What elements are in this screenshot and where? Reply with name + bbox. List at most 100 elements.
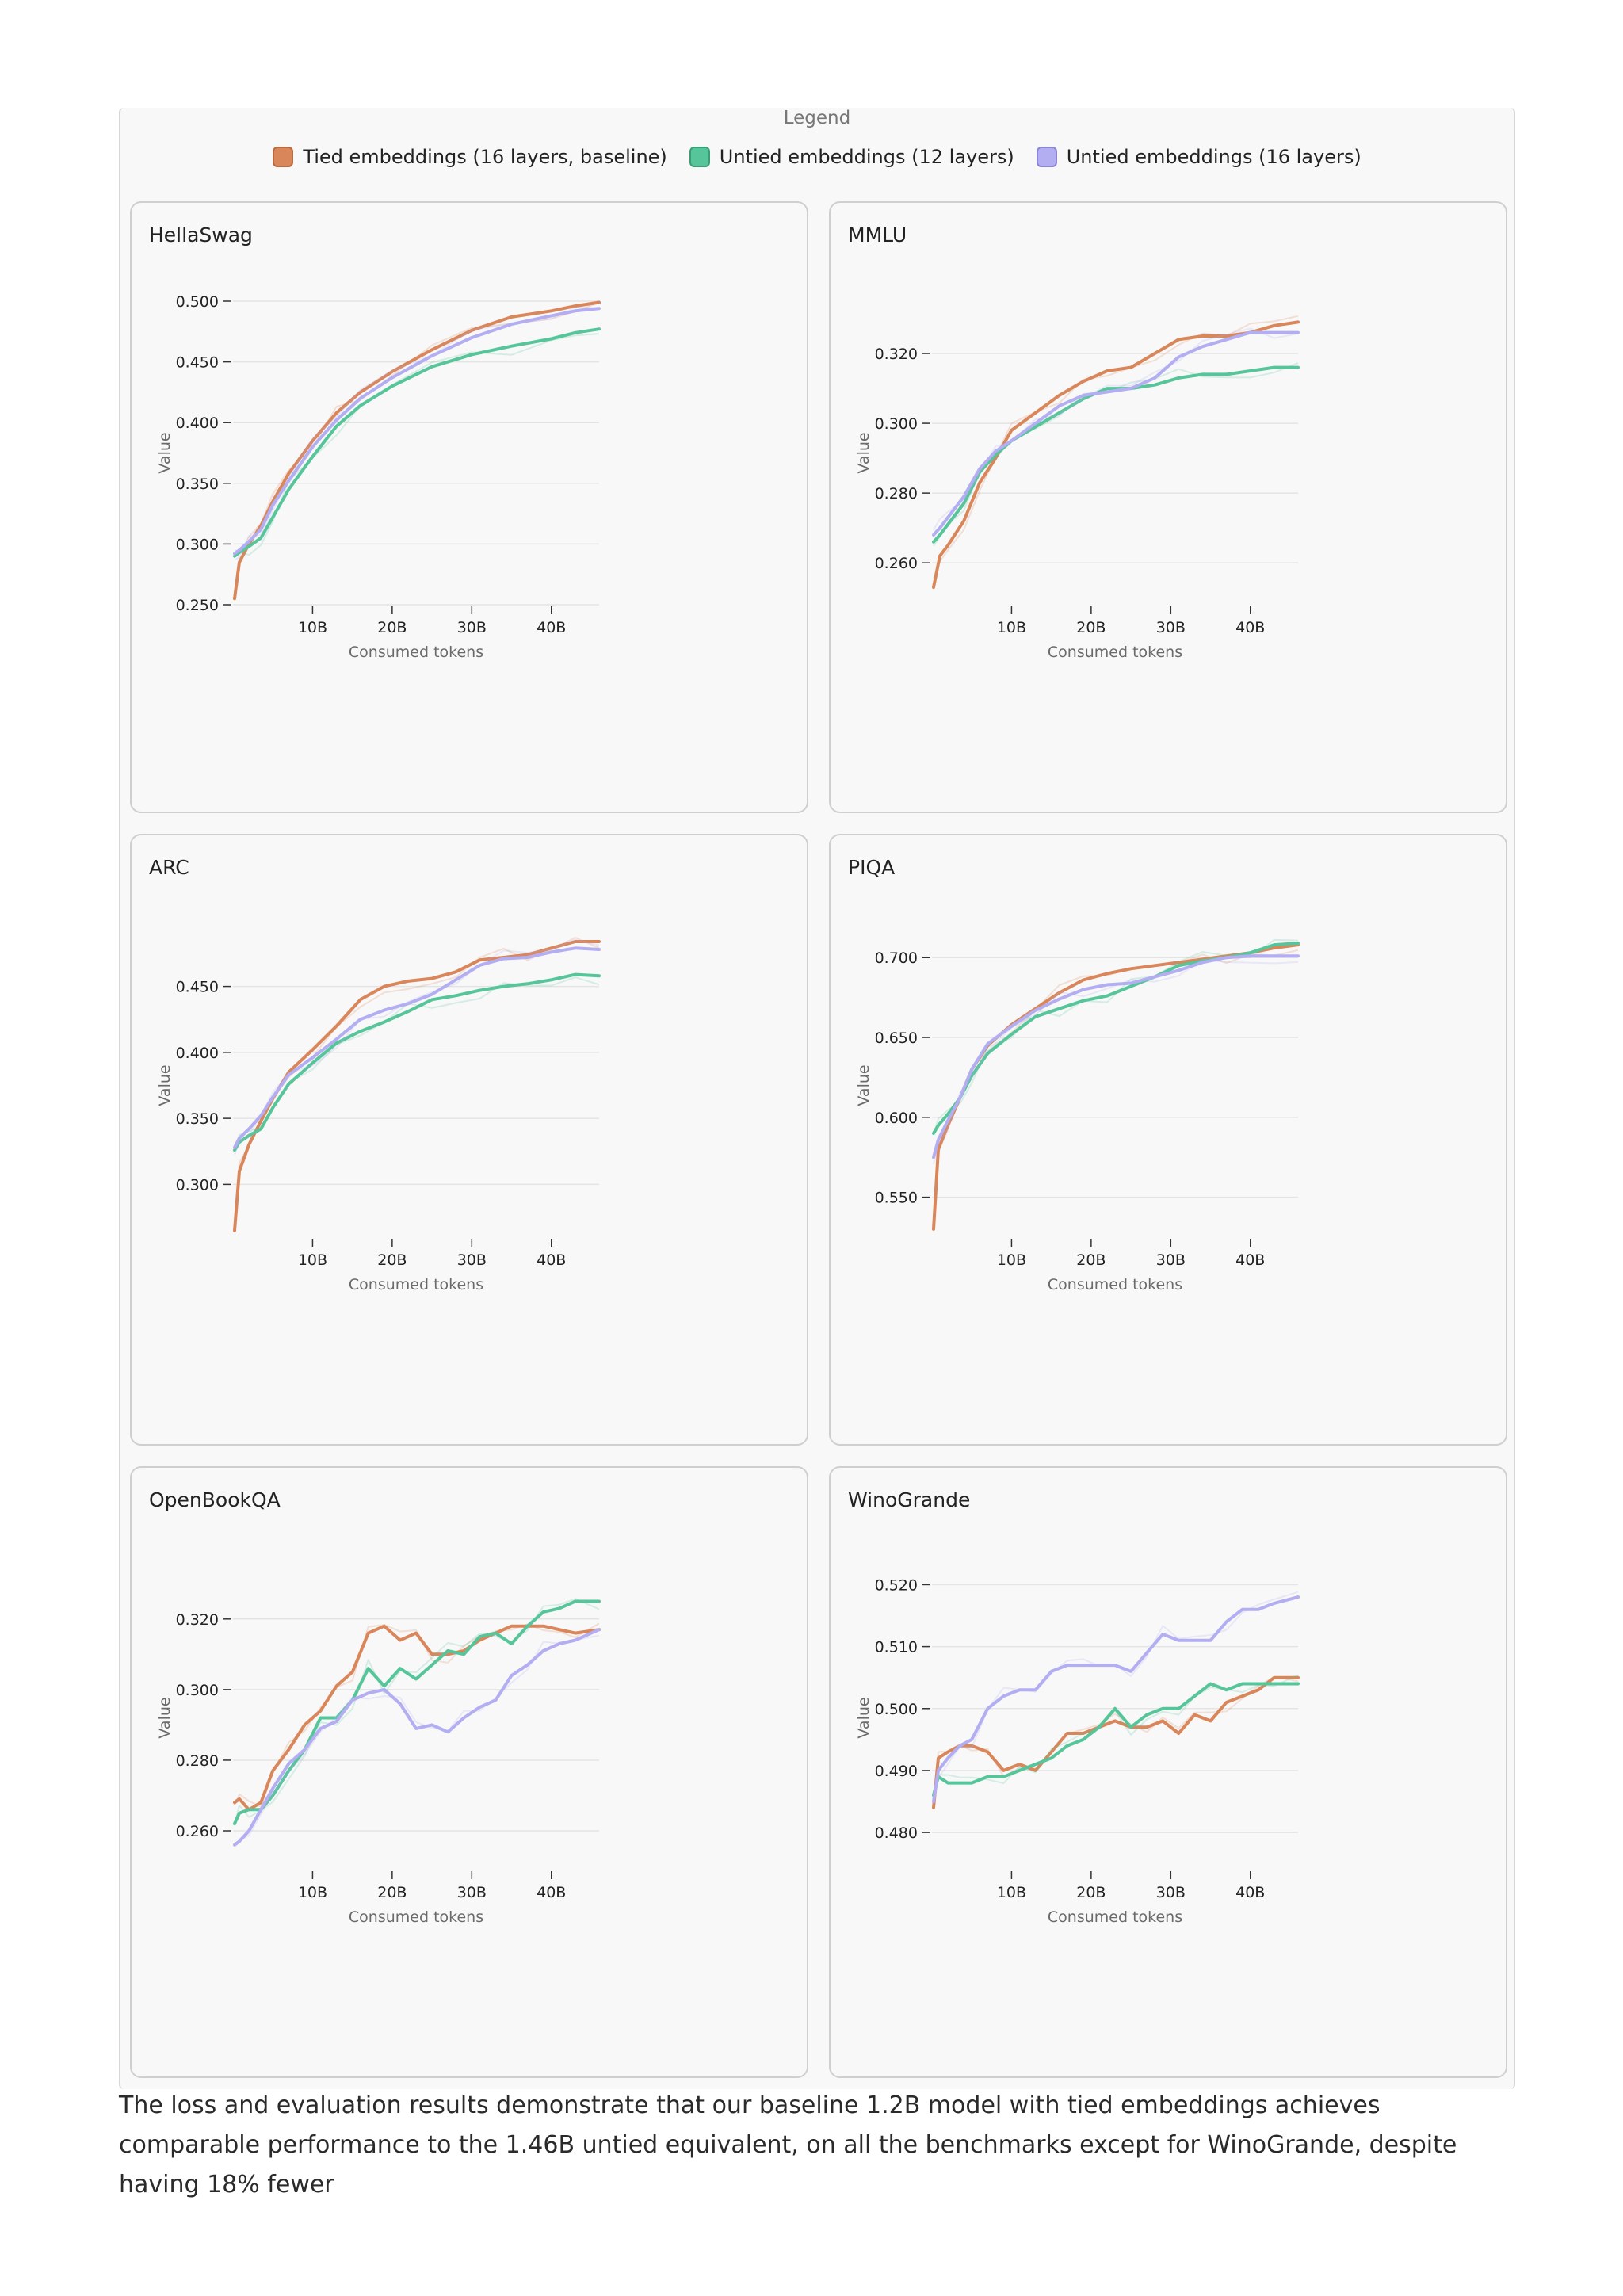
x-tick-label: 40B: [1235, 1884, 1265, 1901]
series-line: [233, 946, 601, 1149]
y-tick-label: 0.650: [875, 1030, 918, 1047]
x-tick-label: 30B: [457, 1884, 487, 1901]
legend-label: Untied embeddings (16 layers): [1066, 146, 1361, 168]
x-tick-label: 40B: [537, 1884, 566, 1901]
x-tick-label: 20B: [377, 1884, 407, 1901]
legend-label: Tied embeddings (16 layers, baseline): [303, 146, 667, 168]
x-axis-label: Consumed tokens: [1048, 644, 1182, 661]
series-line: [932, 365, 1300, 544]
panel-mmlu: MMLU 0.260 0.280 0.300 0.320 10B 20B 30B 40B Con…: [829, 201, 1507, 813]
y-tick-label: 0.500: [875, 1701, 918, 1718]
y-axis-label: Value: [156, 1697, 174, 1738]
x-tick-label: 10B: [298, 619, 327, 636]
y-tick-label: 0.700: [875, 949, 918, 967]
series-line: [233, 300, 601, 601]
series-raw-line: [234, 938, 600, 1156]
y-tick-label: 0.510: [875, 1639, 918, 1656]
series-raw-line: [933, 315, 1299, 579]
legend-swatch: [273, 147, 294, 167]
y-tick-label: 0.400: [176, 415, 219, 432]
series-raw-line: [933, 1675, 1299, 1808]
x-tick-label: 30B: [457, 619, 487, 636]
y-tick-label: 0.450: [176, 354, 219, 372]
panel-openbookqa: OpenBookQA 0.260 0.280 0.300 0.320 10B 20B 30B…: [130, 1466, 808, 2078]
series-raw-line: [234, 1634, 600, 1844]
figure-container: Legend Tied embeddings (16 layers, basel…: [119, 108, 1515, 2089]
series-line: [233, 972, 601, 1152]
x-axis-label: Consumed tokens: [349, 1908, 483, 1926]
y-axis-label: Value: [156, 432, 174, 473]
legend-item-tied-16[interactable]: Tied embeddings (16 layers, baseline): [273, 146, 667, 168]
chart-winogrande: 0.480 0.490 0.500 0.510 0.520 10B 20B 30B 40B Con…: [855, 1576, 1300, 1926]
series-line: [932, 943, 1300, 1231]
x-tick-label: 30B: [1156, 1884, 1186, 1901]
y-axis-label: Value: [855, 1697, 873, 1738]
series-line: [233, 327, 601, 558]
series-line: [233, 307, 601, 556]
chart-piqa: 0.550 0.600 0.650 0.700 10B 20B 30B 40B Consumed…: [855, 938, 1300, 1293]
chart-openbookqa: 0.260 0.280 0.300 0.320 10B 20B 30B 40B Consumed…: [156, 1598, 601, 1926]
y-tick-label: 0.520: [875, 1576, 918, 1594]
x-axis-label: Consumed tokens: [349, 1276, 483, 1293]
y-tick-label: 0.550: [875, 1190, 918, 1207]
x-tick-label: 10B: [997, 1251, 1026, 1269]
x-tick-label: 30B: [1156, 619, 1186, 636]
x-tick-label: 10B: [298, 1251, 327, 1269]
legend-swatch: [689, 147, 710, 167]
panel-title: OpenBookQA: [149, 1488, 281, 1511]
series-line: [233, 940, 601, 1232]
x-tick-label: 40B: [537, 619, 566, 636]
x-tick-label: 10B: [997, 619, 1026, 636]
series-line: [932, 1675, 1300, 1809]
y-tick-label: 0.320: [176, 1611, 219, 1629]
series-line: [932, 1595, 1300, 1803]
caption-text: The loss and evaluation results demonstr…: [119, 2092, 1457, 2199]
y-axis-label: Value: [156, 1064, 174, 1106]
x-tick-label: 20B: [1076, 1251, 1106, 1269]
x-axis-label: Consumed tokens: [1048, 1908, 1182, 1926]
x-axis-label: Consumed tokens: [1048, 1276, 1182, 1293]
legend-item-untied-12[interactable]: Untied embeddings (12 layers): [689, 146, 1014, 168]
series-line: [932, 320, 1300, 589]
y-tick-label: 0.350: [176, 476, 219, 493]
chart-hellaswag: 0.250 0.300 0.350 0.400 0.450 0.500 10B 20B 30B 4…: [156, 293, 601, 661]
x-tick-label: 30B: [457, 1251, 487, 1269]
y-tick-label: 0.400: [176, 1045, 219, 1062]
legend-swatch: [1036, 147, 1057, 167]
chart-arc: 0.300 0.350 0.400 0.450 10B 20B 30B 40B Consumed…: [156, 937, 601, 1293]
panel-hellaswag: HellaSwag 0.250 0.300 0.350 0.400 0.450 0.500…: [130, 201, 808, 813]
y-tick-label: 0.490: [875, 1763, 918, 1780]
y-tick-label: 0.480: [875, 1824, 918, 1842]
x-tick-label: 40B: [1235, 1251, 1265, 1269]
y-tick-label: 0.280: [176, 1752, 219, 1770]
x-tick-label: 20B: [377, 619, 407, 636]
y-tick-label: 0.300: [176, 1176, 219, 1194]
y-tick-label: 0.300: [176, 1682, 219, 1699]
series-line: [233, 1624, 601, 1812]
x-tick-label: 20B: [1076, 1884, 1106, 1901]
y-tick-label: 0.300: [875, 415, 918, 433]
x-tick-label: 20B: [377, 1251, 407, 1269]
series-raw-line: [933, 958, 1299, 1165]
legend-item-untied-16[interactable]: Untied embeddings (16 layers): [1036, 146, 1361, 168]
panel-title: ARC: [149, 856, 189, 879]
series-line: [932, 1682, 1300, 1797]
x-tick-label: 30B: [1156, 1251, 1186, 1269]
series-line: [932, 330, 1300, 537]
y-tick-label: 0.260: [875, 555, 918, 572]
panel-title: MMLU: [848, 223, 907, 246]
x-tick-label: 40B: [537, 1251, 566, 1269]
y-tick-label: 0.500: [176, 293, 219, 311]
series-raw-line: [234, 1598, 600, 1824]
y-tick-label: 0.260: [176, 1823, 219, 1840]
series-line: [233, 1599, 601, 1826]
y-tick-label: 0.300: [176, 536, 219, 553]
series-raw-line: [234, 307, 600, 561]
legend-title: Legend: [783, 108, 851, 128]
series-raw-line: [933, 327, 1299, 531]
series-line: [233, 1628, 601, 1847]
y-tick-label: 0.600: [875, 1110, 918, 1127]
panel-piqa: PIQA 0.550 0.600 0.650 0.700 10B 20B 30B 40B Con…: [829, 834, 1507, 1446]
legend-label: Untied embeddings (12 layers): [719, 146, 1014, 168]
x-tick-label: 40B: [1235, 619, 1265, 636]
